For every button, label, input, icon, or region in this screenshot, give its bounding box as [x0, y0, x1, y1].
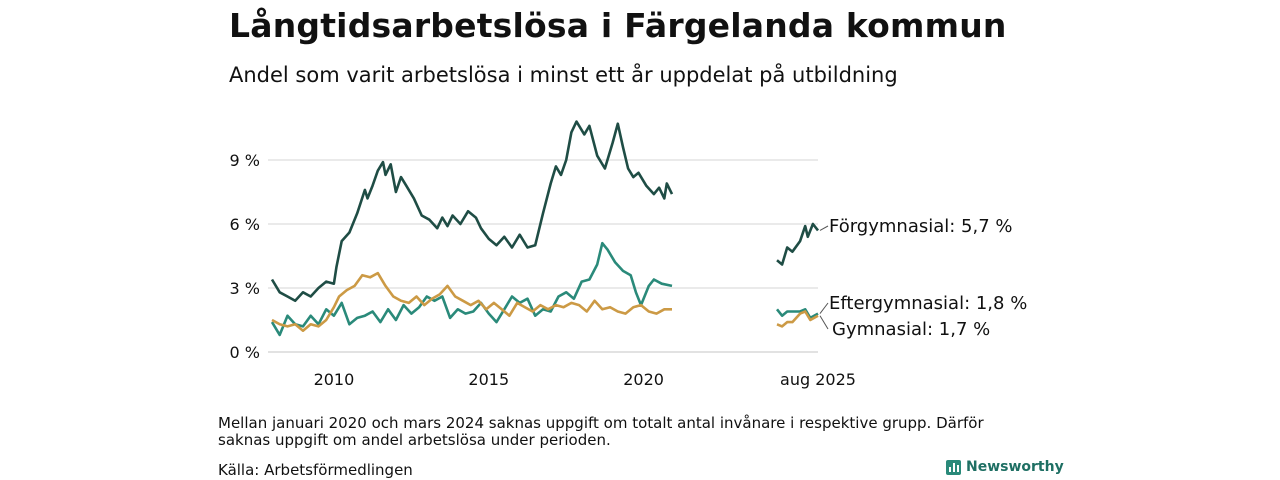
- x-tick-label: 2010: [314, 370, 355, 389]
- brand-logo[interactable]: Newsworthy: [946, 459, 1064, 475]
- series-line-förgymnasial: [776, 222, 820, 266]
- y-tick-label: 9 %: [230, 151, 260, 170]
- x-tick-label: 2015: [468, 370, 509, 389]
- series-line-förgymnasial: [270, 120, 674, 303]
- source-note: Källa: Arbetsförmedlingen: [218, 461, 413, 479]
- y-tick-label: 0 %: [230, 343, 260, 362]
- x-tick-label: 2020: [623, 370, 664, 389]
- series-end-label: Förgymnasial: 5,7 %: [829, 216, 1013, 237]
- x-tick-label: aug 2025: [780, 370, 856, 389]
- label-leader-line: [819, 302, 829, 314]
- series-line-gymnasial: [776, 310, 819, 328]
- series-line-eftergymnasial: [270, 241, 673, 337]
- newsworthy-logo-icon: [946, 459, 961, 475]
- footnote: Mellan januari 2020 och mars 2024 saknas…: [218, 414, 984, 449]
- series-end-label: Gymnasial: 1,7 %: [832, 319, 990, 340]
- label-leader-line: [819, 315, 829, 330]
- y-tick-label: 3 %: [230, 279, 260, 298]
- chart-title: Långtidsarbetslösa i Färgelanda kommun: [229, 6, 1007, 45]
- brand-name: Newsworthy: [966, 459, 1064, 475]
- label-leader-line: [819, 225, 829, 231]
- series-line-gymnasial: [271, 271, 672, 332]
- line-chart: 0 % 3 % 6 % 9 % 2010 2015 2020 aug 2025 Förgymna…: [230, 120, 1027, 389]
- chart-subtitle: Andel som varit arbetslösa i minst ett å…: [229, 63, 898, 87]
- y-tick-label: 6 %: [230, 215, 260, 234]
- series-end-label: Eftergymnasial: 1,8 %: [829, 293, 1027, 314]
